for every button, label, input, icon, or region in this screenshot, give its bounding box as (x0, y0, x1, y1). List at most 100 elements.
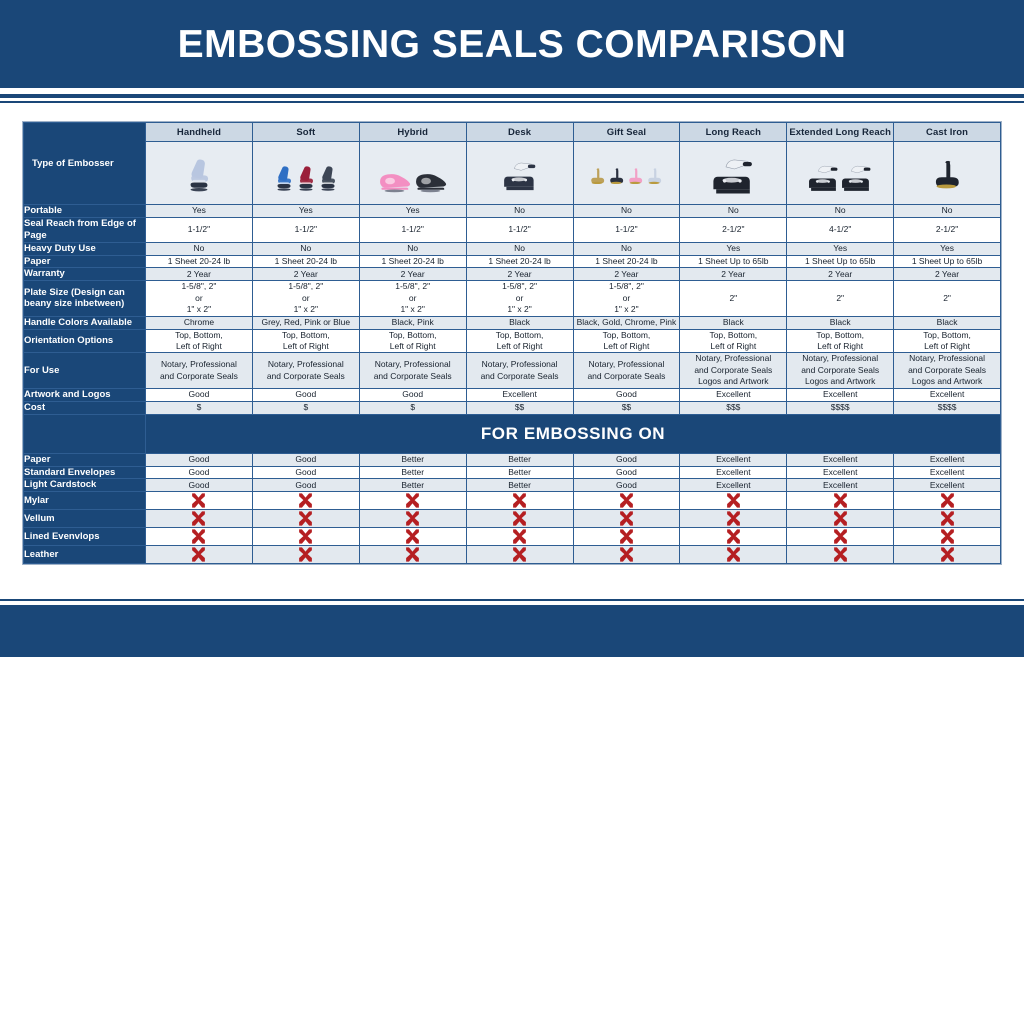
cell-emb-light-cardstock-5: Excellent (679, 478, 788, 493)
page-title: EMBOSSING SEALS COMPARISON (177, 22, 847, 66)
cell-handle-colors-available-3: Black (465, 315, 574, 330)
cell-heavy-duty-use-5: Yes (679, 241, 788, 256)
cell-emb-standard-envelopes-4: Good (572, 465, 681, 480)
cell-handle-colors-available-4: Black, Gold, Chrome, Pink (572, 315, 681, 330)
cell-heavy-duty-use-3: No (465, 241, 574, 256)
cell-seal-reach-from-edge-of-page-2: 1-1/2" (358, 216, 467, 243)
cell-paper-3: 1 Sheet 20-24 lb (465, 254, 574, 269)
unsupported-x-icon (513, 493, 526, 508)
cell-warranty-7: 2 Year (893, 267, 1001, 282)
cell-for-use-6: Notary, Professional and Corporate Seals L… (786, 352, 895, 389)
banner-rule-thin (0, 101, 1024, 103)
cell-emb-lined-evenvlops-7 (893, 527, 1001, 547)
table-row: Heavy Duty Use No No No No No Yes Yes Yes (23, 241, 1001, 256)
unsupported-x-icon (406, 529, 420, 544)
row-label-warranty: Warranty (23, 267, 146, 282)
cell-emb-lined-evenvlops-1 (251, 527, 360, 547)
cell-warranty-1: 2 Year (251, 267, 360, 282)
cell-artwork-and-logos-2: Good (358, 387, 467, 402)
unsupported-x-icon (726, 493, 740, 508)
cell-orientation-options-1: Top, Bottom, Left of Right (251, 328, 360, 354)
unsupported-x-icon (940, 547, 954, 562)
cell-emb-vellum-1 (251, 509, 360, 529)
row-label-emb-leather: Leather (23, 545, 146, 565)
handheld-embosser-image (145, 141, 253, 205)
table-row: Leather (23, 545, 1001, 565)
cell-emb-light-cardstock-6: Excellent (786, 478, 895, 493)
cell-artwork-and-logos-4: Good (572, 387, 681, 402)
cell-heavy-duty-use-2: No (358, 241, 467, 256)
cell-handle-colors-available-5: Black (679, 315, 788, 330)
section-band-for-embossing-on: FOR EMBOSSING ON (145, 413, 1001, 454)
cell-cost-3: $$ (465, 400, 574, 415)
unsupported-x-icon (192, 493, 206, 508)
cell-handle-colors-available-2: Black, Pink (358, 315, 467, 330)
cell-emb-light-cardstock-7: Excellent (893, 478, 1001, 493)
cell-emb-vellum-3 (465, 509, 574, 529)
cell-emb-standard-envelopes-1: Good (251, 465, 360, 480)
cell-emb-leather-1 (251, 545, 360, 565)
footer-rule-gap (0, 601, 1024, 606)
cell-paper-0: 1 Sheet 20-24 lb (145, 254, 253, 269)
column-header-soft: Soft (251, 122, 360, 142)
column-header-cast-iron: Cast Iron (893, 122, 1001, 142)
cell-emb-vellum-0 (145, 509, 253, 529)
cell-handle-colors-available-1: Grey, Red, Pink or Blue (251, 315, 360, 330)
unsupported-x-icon (513, 547, 526, 562)
table-row: Handle Colors Available Chrome Grey, Red, … (23, 315, 1001, 330)
unsupported-x-icon (192, 511, 206, 526)
cell-artwork-and-logos-1: Good (251, 387, 360, 402)
cell-emb-standard-envelopes-5: Excellent (679, 465, 788, 480)
cell-emb-vellum-2 (358, 509, 467, 529)
unsupported-x-icon (299, 493, 313, 508)
cell-portable-3: No (465, 204, 574, 218)
cell-paper-5: 1 Sheet Up to 65lb (679, 254, 788, 269)
row-label-emb-lined-evenvlops: Lined Evenvlops (23, 527, 146, 547)
cell-seal-reach-from-edge-of-page-6: 4-1/2" (786, 216, 895, 243)
cell-emb-standard-envelopes-0: Good (145, 465, 253, 480)
unsupported-x-icon (940, 529, 954, 544)
cell-plate-size-design-can-beany-size-inbetween-2: 1-5/8", 2" or 1" x 2" (358, 280, 467, 317)
row-label-emb-paper: Paper (23, 452, 146, 467)
table-row: Orientation Options Top, Bottom, Left of R… (23, 328, 1001, 354)
cell-portable-2: Yes (358, 204, 467, 218)
cell-emb-mylar-0 (145, 491, 253, 511)
column-header-extended-long-reach: Extended Long Reach (786, 122, 895, 142)
cell-handle-colors-available-6: Black (786, 315, 895, 330)
table-row: Paper 1 Sheet 20-24 lb 1 Sheet 20-24 lb 1 S… (23, 254, 1001, 269)
cell-warranty-3: 2 Year (465, 267, 574, 282)
cell-emb-paper-1: Good (251, 452, 360, 467)
cell-for-use-7: Notary, Professional and Corporate Seals L… (893, 352, 1001, 389)
table-row: Paper Good Good Better Better Good Excellent Ex… (23, 452, 1001, 467)
comparison-table-wrap: Type of Embosser Handheld Soft Hybrid Desk G… (22, 121, 1002, 566)
cell-cost-7: $$$$ (893, 400, 1001, 415)
cell-heavy-duty-use-1: No (251, 241, 360, 256)
hybrid-embossers-image (358, 141, 467, 205)
cell-emb-paper-4: Good (572, 452, 681, 467)
section-band-spacer (23, 413, 146, 454)
cell-artwork-and-logos-0: Good (145, 387, 253, 402)
cell-emb-lined-evenvlops-2 (358, 527, 467, 547)
cell-warranty-2: 2 Year (358, 267, 467, 282)
cell-portable-1: Yes (251, 204, 360, 218)
cell-paper-1: 1 Sheet 20-24 lb (251, 254, 360, 269)
cell-emb-light-cardstock-2: Better (358, 478, 467, 493)
cell-emb-mylar-4 (572, 491, 681, 511)
cell-emb-light-cardstock-4: Good (572, 478, 681, 493)
cell-emb-leather-6 (786, 545, 895, 565)
cell-for-use-2: Notary, Professional and Corporate Seals (358, 352, 467, 389)
unsupported-x-icon (620, 547, 633, 562)
cell-emb-lined-evenvlops-0 (145, 527, 253, 547)
cell-for-use-3: Notary, Professional and Corporate Seals (465, 352, 574, 389)
table-row: Cost $ $ $ $$ $$ $$$ $$$$ $$$$ (23, 400, 1001, 415)
cell-cost-2: $ (358, 400, 467, 415)
cell-emb-mylar-6 (786, 491, 895, 511)
cell-portable-4: No (572, 204, 681, 218)
cell-emb-paper-2: Better (358, 452, 467, 467)
footer-rule-thin (0, 599, 1024, 602)
cell-for-use-4: Notary, Professional and Corporate Seals (572, 352, 681, 389)
cell-plate-size-design-can-beany-size-inbetween-5: 2" (679, 280, 788, 317)
page-banner: EMBOSSING SEALS COMPARISON (0, 0, 1024, 88)
row-label-portable: Portable (23, 204, 146, 218)
cell-cost-4: $$ (572, 400, 681, 415)
